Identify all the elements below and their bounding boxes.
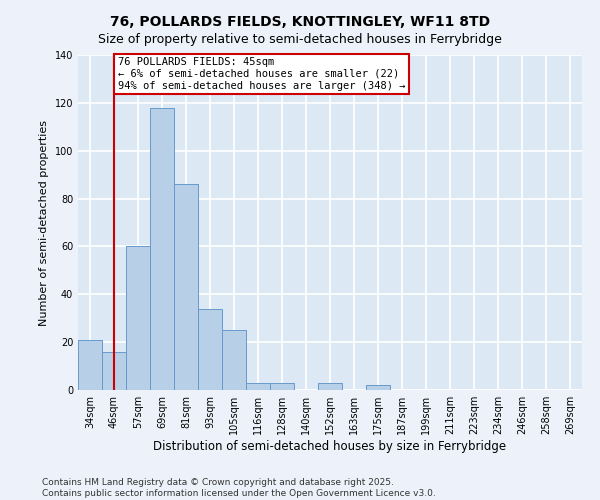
- Text: 76, POLLARDS FIELDS, KNOTTINGLEY, WF11 8TD: 76, POLLARDS FIELDS, KNOTTINGLEY, WF11 8…: [110, 15, 490, 29]
- Text: 76 POLLARDS FIELDS: 45sqm
← 6% of semi-detached houses are smaller (22)
94% of s: 76 POLLARDS FIELDS: 45sqm ← 6% of semi-d…: [118, 58, 405, 90]
- Bar: [126, 246, 150, 390]
- Text: Contains HM Land Registry data © Crown copyright and database right 2025.
Contai: Contains HM Land Registry data © Crown c…: [42, 478, 436, 498]
- Bar: [150, 108, 174, 390]
- Bar: [174, 184, 198, 390]
- Bar: [198, 308, 222, 390]
- X-axis label: Distribution of semi-detached houses by size in Ferrybridge: Distribution of semi-detached houses by …: [154, 440, 506, 453]
- Bar: [102, 352, 126, 390]
- Bar: [366, 385, 390, 390]
- Text: Size of property relative to semi-detached houses in Ferrybridge: Size of property relative to semi-detach…: [98, 32, 502, 46]
- Bar: [222, 330, 246, 390]
- Bar: [246, 383, 270, 390]
- Y-axis label: Number of semi-detached properties: Number of semi-detached properties: [39, 120, 49, 326]
- Bar: [78, 340, 102, 390]
- Bar: [270, 383, 294, 390]
- Bar: [318, 383, 342, 390]
